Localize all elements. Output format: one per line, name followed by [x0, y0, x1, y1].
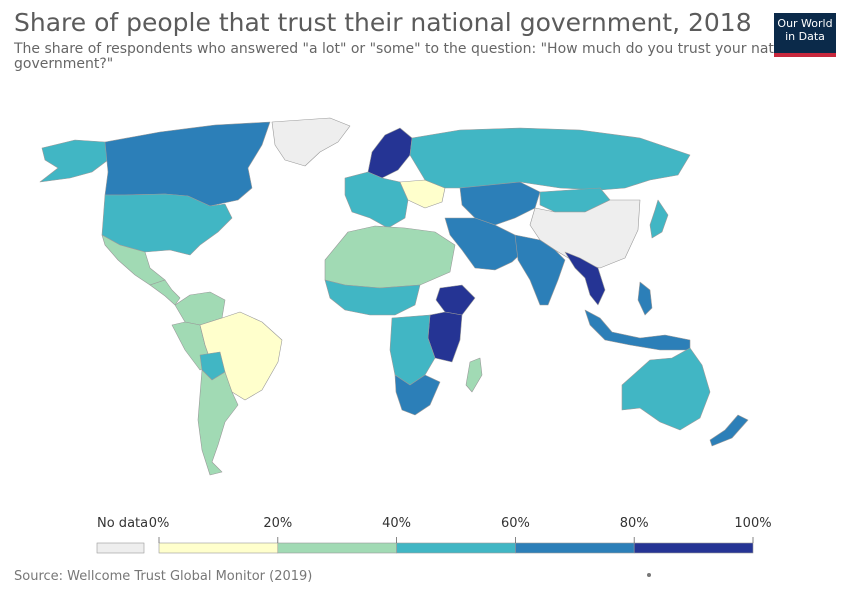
legend-no-data-label: No data	[97, 516, 148, 531]
region-scandinavia[interactable]	[367, 127, 413, 179]
region-central-america[interactable]	[149, 279, 181, 306]
chart-title: Share of people that trust their nationa…	[14, 8, 752, 37]
region-new-zealand[interactable]	[709, 414, 749, 447]
region-south-africa[interactable]	[394, 374, 441, 416]
region-west-africa[interactable]	[324, 279, 421, 316]
world-map	[39, 117, 749, 476]
legend-tick-label: 60%	[501, 516, 530, 531]
region-southern-africa[interactable]	[389, 314, 436, 386]
legend-bin-0[interactable]	[158, 542, 279, 554]
legend-tick-label: 40%	[382, 516, 411, 531]
region-alaska[interactable]	[39, 139, 109, 183]
legend-bin-3[interactable]	[515, 542, 635, 554]
region-western-europe[interactable]	[344, 171, 409, 229]
owid-logo[interactable]: Our World in Data	[774, 13, 836, 57]
legend-tick-label: 20%	[263, 516, 292, 531]
region-russia[interactable]	[409, 127, 691, 191]
map-legend: No data 0% 20% 40% 60% 80% 100%	[96, 516, 772, 554]
region-southeast-asia[interactable]	[564, 251, 606, 306]
region-philippines[interactable]	[637, 281, 653, 316]
region-canada[interactable]	[104, 121, 271, 207]
legend-bin-1[interactable]	[277, 542, 397, 554]
logo-line-1: Our World	[777, 17, 833, 30]
region-north-africa[interactable]	[324, 225, 456, 289]
legend-bin-4[interactable]	[633, 542, 754, 554]
dot-marker	[647, 573, 651, 577]
legend-tick-label: 100%	[734, 516, 771, 531]
region-japan[interactable]	[649, 199, 669, 239]
legend-bin-2[interactable]	[396, 542, 516, 554]
source-note: Source: Wellcome Trust Global Monitor (2…	[14, 569, 313, 584]
legend-no-data-swatch	[96, 542, 145, 554]
region-ethiopia[interactable]	[435, 284, 476, 316]
logo-line-2: in Data	[785, 30, 825, 43]
legend-tick-label: 0%	[149, 516, 170, 531]
region-middle-east[interactable]	[444, 217, 526, 271]
region-madagascar[interactable]	[465, 357, 483, 393]
region-central-asia[interactable]	[459, 181, 541, 226]
region-greenland[interactable]	[271, 117, 351, 167]
region-indonesia[interactable]	[584, 309, 691, 351]
chart-subtitle: The share of respondents who answered "a…	[14, 41, 808, 72]
region-australia[interactable]	[621, 347, 711, 431]
region-argentina-chile[interactable]	[197, 369, 239, 476]
region-india[interactable]	[514, 234, 566, 306]
legend-tick-label: 80%	[620, 516, 649, 531]
